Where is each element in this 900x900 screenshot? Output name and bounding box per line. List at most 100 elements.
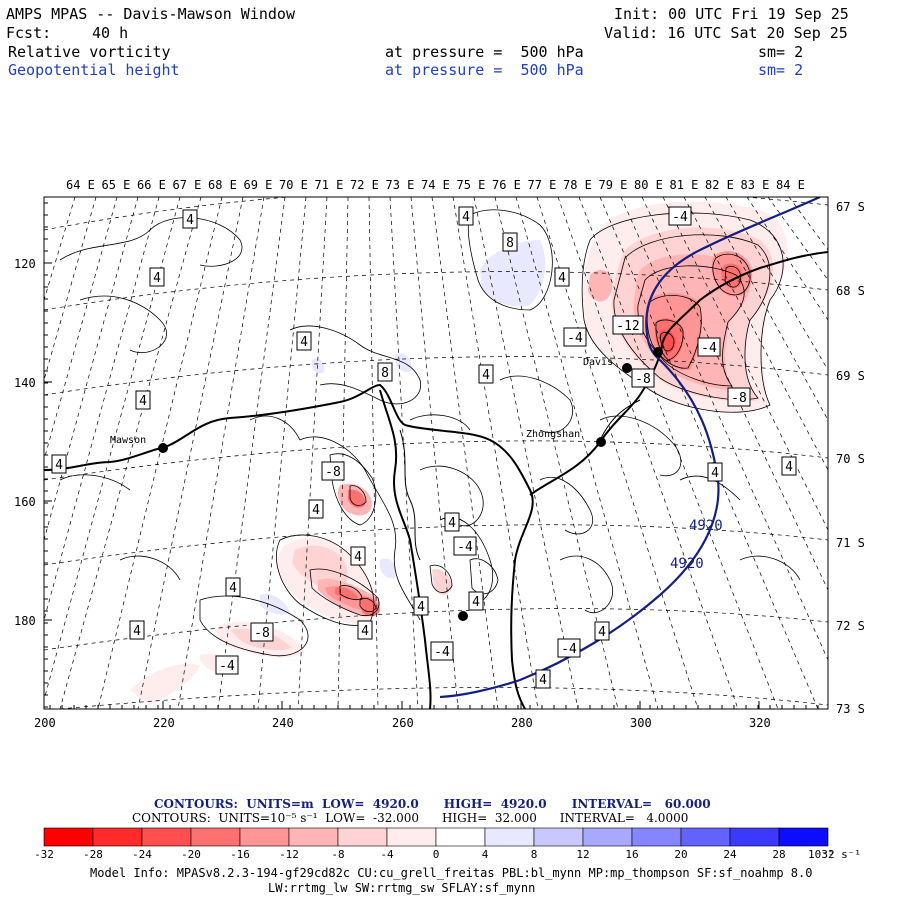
contour-label-value: 4 — [462, 210, 470, 225]
station-marker-davis[interactable] — [622, 363, 632, 373]
color-bar-segment — [533, 827, 584, 847]
vorticity-shading — [130, 201, 788, 705]
contour-label-box — [215, 655, 239, 675]
color-bar-tick-label: -16 — [230, 848, 250, 861]
vorticity-contours — [59, 209, 801, 657]
color-bar-tick-label: 12 — [576, 848, 589, 861]
color-bar-tick-label: -24 — [132, 848, 152, 861]
color-bar-tick-label: -20 — [181, 848, 201, 861]
contour-label-value: 4 — [785, 460, 793, 475]
lon-label: 72 E — [350, 178, 379, 192]
lon-label: 83 E — [741, 178, 770, 192]
height-contours — [439, 197, 821, 699]
lon-label: 76 E — [492, 178, 521, 192]
y-tick-label: 140 — [14, 376, 36, 390]
contour-label-box — [668, 206, 692, 226]
color-bar-tick-label: 8 — [531, 848, 538, 861]
contour-label-box — [594, 621, 610, 641]
forecast-label: Fcst: — [6, 24, 52, 42]
contour-label-value: 4 — [153, 271, 161, 286]
color-bar-segment — [288, 827, 339, 847]
station-marker-zhongshan[interactable] — [596, 437, 606, 447]
lat-label: 67 S — [836, 200, 865, 214]
model-info-line1: Model Info: MPASv8.2.3-194-gf29cd82c CU:… — [90, 866, 813, 880]
map-frame — [43, 196, 829, 710]
contour-label-box — [444, 512, 460, 532]
lat-label: 70 S — [836, 452, 865, 466]
x-tick-label: 220 — [153, 716, 175, 730]
contour-label-box — [502, 232, 518, 252]
contour-label-value: 4 — [186, 213, 194, 228]
contour-label-box — [308, 499, 324, 519]
color-bar-tick-label: 4 — [482, 848, 489, 861]
contour-label-value: -4 — [457, 540, 473, 555]
contour-label-box — [357, 620, 373, 640]
lon-label: 77 E — [528, 178, 557, 192]
y-tick-label: 160 — [14, 495, 36, 509]
contour-label-box — [707, 462, 723, 482]
color-bar-tick-label: -32 — [34, 848, 54, 861]
lon-label: 75 E — [457, 178, 486, 192]
y-tick-label: 120 — [14, 257, 36, 271]
color-bar-segment — [631, 827, 682, 847]
contour-label-value: -8 — [635, 372, 651, 387]
contour-label-value: 4 — [472, 595, 480, 610]
x-tick-label: 300 — [630, 716, 652, 730]
graticule — [44, 197, 828, 709]
x-axis: 200 220 240 260 280 300 320 — [34, 701, 819, 730]
lon-label: 74 E — [421, 178, 450, 192]
lon-label: 68 E — [208, 178, 237, 192]
lat-label: 72 S — [836, 619, 865, 633]
contour-label-value: 8 — [381, 366, 389, 381]
contour-label-box — [697, 337, 721, 357]
contour-label-value: 4 — [539, 673, 547, 688]
color-bar-segment — [778, 827, 829, 847]
color-bar-segment — [141, 827, 192, 847]
color-bar-segment — [484, 827, 535, 847]
contour-label-value: 4 — [312, 503, 320, 518]
y-tick-label: 180 — [14, 614, 36, 628]
contour-label-value: 4 — [558, 271, 566, 286]
contour-label-value: 4 — [361, 624, 369, 639]
contour-label-value: -8 — [731, 391, 747, 406]
color-bar-segment — [729, 827, 780, 847]
contour-label-box — [135, 390, 151, 410]
ice-shelf-edge — [399, 399, 641, 561]
lon-label: 69 E — [244, 178, 273, 192]
station-marker-south[interactable] — [458, 611, 468, 621]
color-bar-segment — [582, 827, 633, 847]
contour-label-box — [377, 362, 393, 382]
x-tick-label: 280 — [511, 716, 533, 730]
model-info-line2: LW:rrtmg_lw SW:rrtmg_sw SFLAY:sf_mynn — [268, 881, 536, 895]
lon-label: 67 E — [173, 178, 202, 192]
contour-label-box — [413, 596, 429, 616]
station-marker-mawson[interactable] — [158, 443, 168, 453]
contour-label-value: -12 — [616, 319, 639, 334]
lon-label: 71 E — [315, 178, 344, 192]
color-bar-tick-label: -12 — [279, 848, 299, 861]
color-bar-tick-label: 32 — [821, 848, 834, 861]
x-tick-label: 200 — [34, 716, 56, 730]
longitude-labels: 64 E 65 E 66 E 67 E 68 E 69 E 70 E 71 E 72 E 73 E… — [66, 178, 805, 192]
lon-label: 64 E — [66, 178, 95, 192]
contour-label-box — [781, 456, 797, 476]
contour-label-box — [321, 461, 345, 481]
field2-level: at pressure = 500 hPa — [385, 61, 584, 79]
lon-label: 82 E — [705, 178, 734, 192]
field2-smoothing: sm= 2 — [758, 61, 804, 79]
height-label: 4920 — [689, 518, 723, 534]
contour-label-box — [478, 364, 494, 384]
lon-label: 66 E — [137, 178, 166, 192]
lon-label: 73 E — [386, 178, 415, 192]
field2-name: Geopotential height — [8, 61, 180, 79]
color-bar-tick-label: 28 — [772, 848, 785, 861]
color-bar-tick-label: 20 — [674, 848, 687, 861]
station-marker-davis2[interactable] — [653, 347, 663, 357]
contour-label-box — [554, 267, 570, 287]
color-bar-segment — [337, 827, 388, 847]
latitude-labels: 67 S 68 S 69 S 70 S 71 S 72 S 73 S — [836, 200, 865, 716]
valid-time: Valid: 16 UTC Sat 20 Sep 25 — [604, 24, 848, 42]
lat-label: 73 S — [836, 702, 865, 716]
contour-label-box — [631, 368, 655, 388]
